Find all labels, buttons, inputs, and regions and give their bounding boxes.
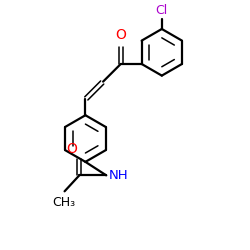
Text: Cl: Cl	[156, 4, 168, 18]
Text: CH₃: CH₃	[52, 196, 75, 209]
Text: O: O	[115, 28, 126, 42]
Text: O: O	[66, 142, 77, 156]
Text: NH: NH	[109, 169, 129, 182]
